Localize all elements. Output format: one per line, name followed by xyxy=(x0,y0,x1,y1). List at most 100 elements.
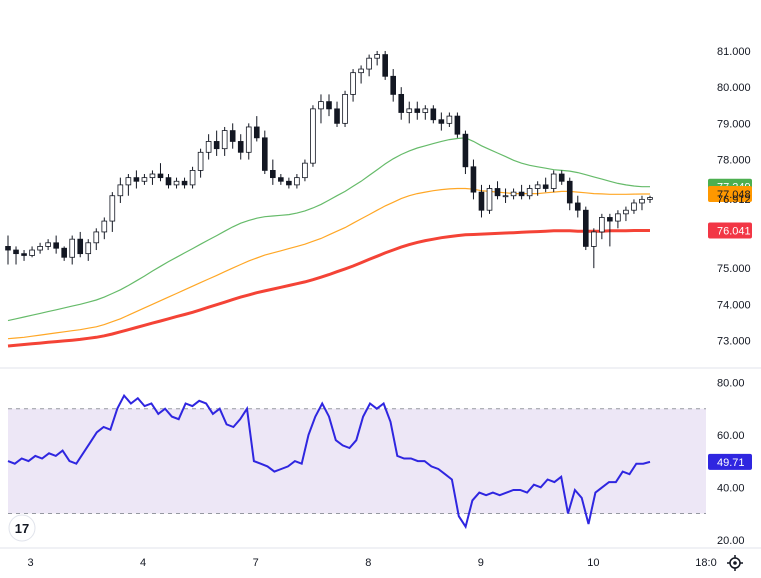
candle xyxy=(518,184,525,200)
price-tick-label: 74.000 xyxy=(717,299,751,311)
moving-average-line xyxy=(7,229,650,348)
moving-average-line xyxy=(7,187,650,340)
candle xyxy=(334,101,340,127)
candle xyxy=(374,50,380,66)
rsi-tick-label: 40.00 xyxy=(717,482,745,494)
candle xyxy=(382,50,388,80)
candle xyxy=(286,177,292,189)
candle xyxy=(639,195,645,211)
candle xyxy=(149,170,156,185)
candle xyxy=(21,250,27,261)
candle xyxy=(398,87,405,120)
candle xyxy=(542,177,549,193)
candle xyxy=(37,242,43,254)
candlestick-layer xyxy=(5,50,653,269)
candle xyxy=(558,170,565,185)
candle xyxy=(173,177,180,189)
rsi-tick-label: 60.00 xyxy=(717,430,745,442)
candle xyxy=(197,148,204,178)
settings-gear-icon[interactable] xyxy=(727,555,743,571)
candle xyxy=(133,170,140,189)
candle xyxy=(510,188,517,200)
candle xyxy=(13,246,19,265)
candle xyxy=(566,177,573,211)
candle xyxy=(61,246,67,261)
rsi-value-badge: 49.71 xyxy=(708,453,752,470)
candle xyxy=(607,213,613,247)
tradingview-logo[interactable]: 17 xyxy=(8,514,36,542)
candle xyxy=(85,239,92,261)
candle xyxy=(237,134,244,160)
candle xyxy=(494,181,501,200)
candle xyxy=(125,174,132,196)
candle xyxy=(534,181,541,196)
time-tick-label: 7 xyxy=(253,557,259,569)
rsi-line xyxy=(7,393,651,530)
time-tick-label: 9 xyxy=(478,557,484,569)
svg-text:77.048: 77.048 xyxy=(717,189,751,201)
candle xyxy=(406,101,413,124)
moving-average-line xyxy=(7,137,650,322)
candle xyxy=(358,65,364,84)
candle xyxy=(253,116,260,142)
svg-text:76.041: 76.041 xyxy=(717,225,751,237)
time-axis[interactable]: 3 4 7 8 9 10 18:0 xyxy=(27,557,716,569)
candle xyxy=(486,184,493,214)
candle xyxy=(157,163,164,182)
candle xyxy=(278,174,284,185)
candle xyxy=(165,174,172,189)
candle xyxy=(414,101,421,120)
candle xyxy=(302,159,308,182)
rsi-band xyxy=(8,408,706,514)
candle xyxy=(93,228,100,251)
candle xyxy=(647,195,653,203)
candle xyxy=(438,112,445,131)
candle xyxy=(390,69,397,102)
candle xyxy=(350,69,356,102)
svg-text:17: 17 xyxy=(15,521,29,536)
price-tick-label: 75.000 xyxy=(717,263,751,275)
candle xyxy=(205,134,212,160)
candle xyxy=(591,228,597,269)
candle xyxy=(470,159,477,200)
svg-text:76.912: 76.912 xyxy=(717,194,751,206)
price-badge: 77.048 xyxy=(708,186,752,203)
candle xyxy=(502,188,509,203)
candle xyxy=(599,213,605,240)
candle xyxy=(446,112,453,127)
candle xyxy=(189,166,196,189)
candle xyxy=(366,54,372,77)
candle xyxy=(29,246,35,258)
candle xyxy=(53,235,59,254)
candle xyxy=(109,192,116,232)
candle xyxy=(478,184,485,218)
candle xyxy=(326,94,332,117)
svg-text:49.71: 49.71 xyxy=(717,457,745,469)
rsi-axis[interactable]: 80.00 60.00 40.00 20.00 xyxy=(717,377,745,546)
candle xyxy=(77,231,84,258)
candle xyxy=(574,195,581,218)
time-tick-label: 18:0 xyxy=(695,557,716,569)
candle xyxy=(582,206,589,251)
candle xyxy=(454,112,461,138)
candle xyxy=(5,235,11,265)
candle xyxy=(181,177,188,189)
rsi-tick-label: 80.00 xyxy=(717,377,745,389)
time-tick-label: 3 xyxy=(27,557,33,569)
candle xyxy=(462,130,469,175)
candle xyxy=(221,126,228,156)
candle xyxy=(245,123,252,160)
candle xyxy=(270,159,276,185)
time-tick-label: 4 xyxy=(140,557,146,569)
price-tick-label: 81.000 xyxy=(717,46,751,58)
candle xyxy=(631,199,637,214)
candle xyxy=(430,105,437,124)
time-tick-label: 8 xyxy=(365,557,371,569)
price-badge: 76.912 xyxy=(717,194,751,206)
candle xyxy=(342,90,348,127)
candle xyxy=(213,130,220,156)
price-tick-label: 73.000 xyxy=(717,336,751,348)
candle xyxy=(318,94,324,124)
